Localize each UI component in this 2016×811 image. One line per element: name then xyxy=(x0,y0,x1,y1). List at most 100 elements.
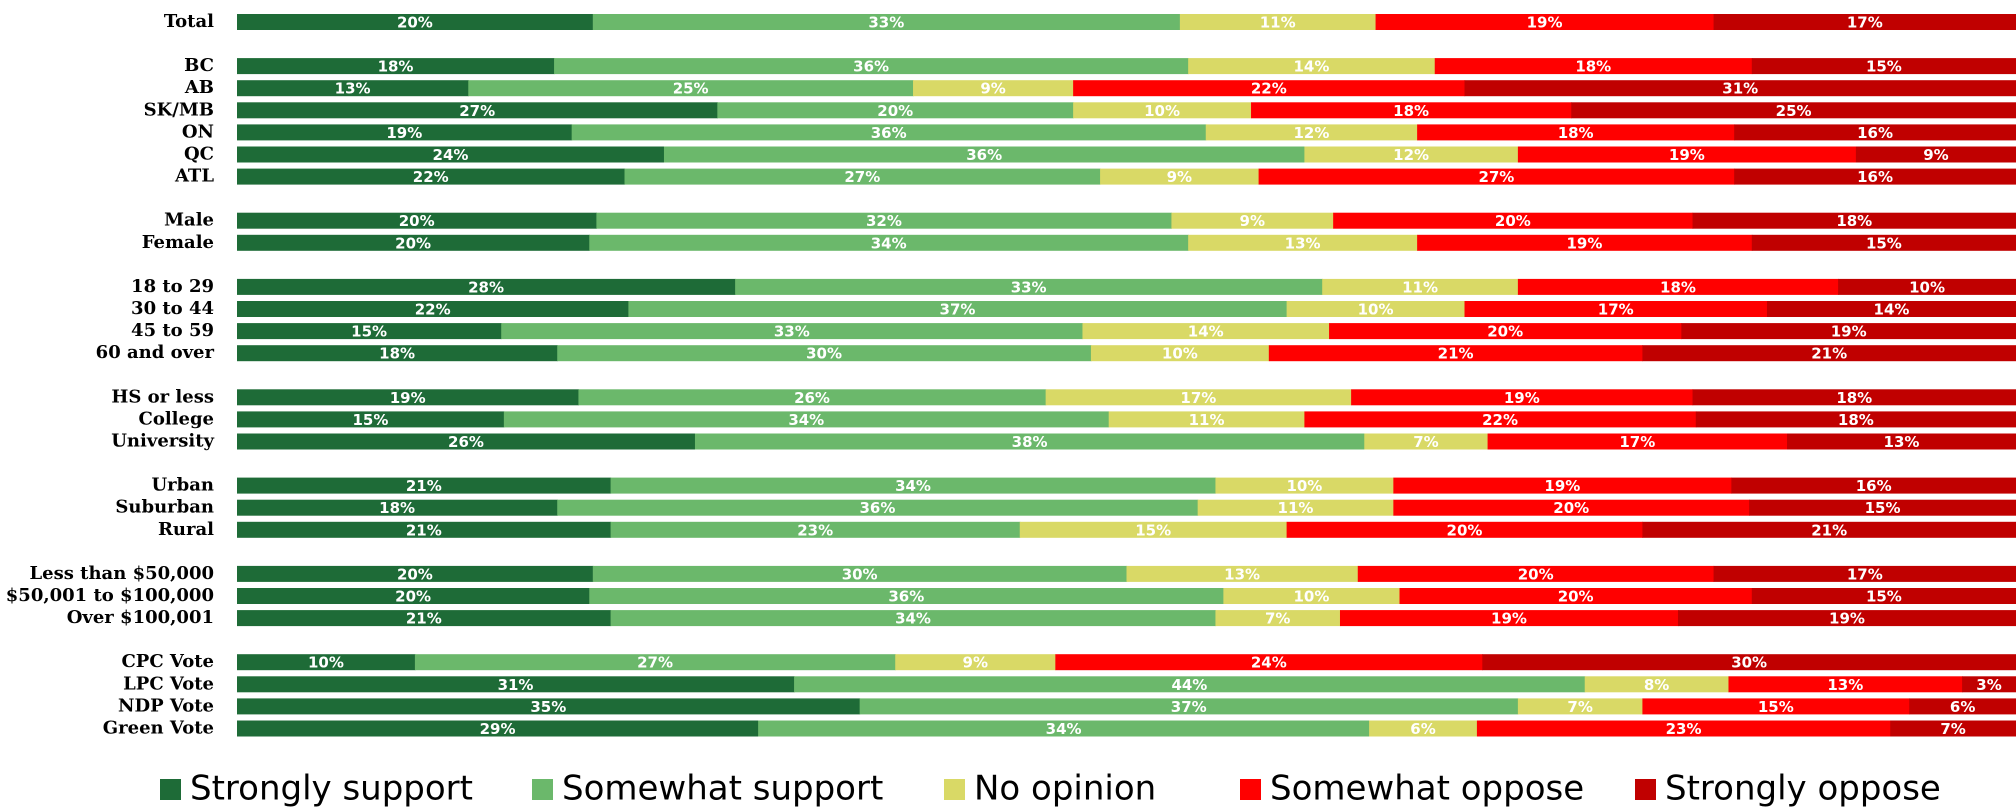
bar-segment-college-somewhat-oppose xyxy=(1304,411,1697,428)
data-label-atl-strongly-oppose: 16% xyxy=(1857,168,1893,186)
data-label-total-somewhat-support: 33% xyxy=(868,14,904,32)
data-label-30-to-44-somewhat-oppose: 17% xyxy=(1598,301,1634,319)
bar-segment-sk-mb-no-opinion xyxy=(1073,102,1252,119)
bar-segment-18-to-29-somewhat-support xyxy=(735,278,1323,295)
data-label-less-than-50-000-somewhat-oppose: 20% xyxy=(1518,565,1554,583)
legend-item-strongly-oppose: Strongly oppose xyxy=(1635,769,1941,809)
bar-segment-male-somewhat-support xyxy=(596,212,1173,229)
segment-labels-layer: 20% 33% 11% 19% 17% 18% 36% 14% 18% 15% 13% 25% 9% 22… xyxy=(308,14,2002,739)
data-label-45-to-59-strongly-oppose: 19% xyxy=(1831,323,1867,341)
bar-segment-ndp-vote-somewhat-support xyxy=(859,698,1519,715)
data-label-rural-strongly-oppose: 21% xyxy=(1811,521,1847,539)
bar-segment-cpc-vote-no-opinion xyxy=(895,654,1056,671)
data-label-female-strongly-oppose: 15% xyxy=(1866,234,1902,252)
row-label-urban: Urban xyxy=(151,475,214,496)
bar-segment-male-strongly-oppose xyxy=(1692,212,2016,229)
row-label-less-than-50-000: Less than $50,000 xyxy=(30,563,214,584)
bar-segment-urban-somewhat-support xyxy=(610,477,1217,494)
bar-segment-suburban-no-opinion xyxy=(1197,499,1394,516)
bar-segment-on-strongly-support xyxy=(237,124,573,141)
bar-segment-45-to-59-strongly-oppose xyxy=(1681,323,2016,340)
data-label-on-strongly-support: 19% xyxy=(386,124,422,142)
bar-segment-university-strongly-oppose xyxy=(1787,433,2016,450)
bar-segment-ndp-vote-strongly-support xyxy=(237,698,861,715)
data-label-30-to-44-no-opinion: 10% xyxy=(1358,301,1394,319)
data-label-bc-strongly-support: 18% xyxy=(378,58,414,76)
bar-segment-qc-strongly-oppose xyxy=(1855,146,2016,163)
bar-segment-college-somewhat-support xyxy=(503,411,1110,428)
data-label-18-to-29-strongly-support: 28% xyxy=(468,278,504,296)
legend-swatch-no-opinion xyxy=(944,779,965,800)
data-label-ndp-vote-somewhat-oppose: 15% xyxy=(1758,698,1794,716)
bar-segment-45-to-59-somewhat-support xyxy=(501,323,1084,340)
data-label-bc-somewhat-support: 36% xyxy=(853,58,889,76)
data-label-green-vote-no-opinion: 6% xyxy=(1410,720,1435,738)
bar-segment-college-strongly-support xyxy=(237,411,505,428)
bar-segment-female-strongly-support xyxy=(237,234,590,251)
bar-segment-30-to-44-somewhat-oppose xyxy=(1464,301,1768,317)
bar-segment-bc-strongly-support xyxy=(237,58,555,75)
bar-segment-atl-strongly-oppose xyxy=(1734,168,2016,185)
data-label-50-001-to-100-000-strongly-support: 20% xyxy=(395,588,431,606)
data-label-ab-strongly-oppose: 31% xyxy=(1722,80,1758,98)
row-label-qc: QC xyxy=(184,144,214,165)
data-label-rural-somewhat-support: 23% xyxy=(797,521,833,539)
data-label-qc-no-opinion: 12% xyxy=(1393,146,1429,164)
bar-segment-cpc-vote-strongly-support xyxy=(237,654,416,671)
data-label-hs-or-less-strongly-oppose: 18% xyxy=(1836,389,1872,407)
bar-segment-lpc-vote-somewhat-support xyxy=(794,676,1586,693)
data-label-urban-somewhat-oppose: 19% xyxy=(1544,477,1580,495)
data-label-45-to-59-somewhat-oppose: 20% xyxy=(1487,323,1523,341)
bar-segment-atl-somewhat-oppose xyxy=(1258,168,1735,185)
data-label-urban-strongly-oppose: 16% xyxy=(1856,477,1892,495)
data-label-sk-mb-no-opinion: 10% xyxy=(1144,102,1180,120)
data-label-60-and-over-strongly-oppose: 21% xyxy=(1811,345,1847,363)
data-label-hs-or-less-no-opinion: 17% xyxy=(1180,389,1216,407)
data-label-lpc-vote-somewhat-support: 44% xyxy=(1171,676,1207,694)
bar-segment-total-strongly-oppose xyxy=(1713,14,2016,30)
data-label-less-than-50-000-strongly-support: 20% xyxy=(397,565,433,583)
bar-segment-45-to-59-no-opinion xyxy=(1082,323,1330,340)
data-label-ab-somewhat-support: 25% xyxy=(673,80,709,98)
data-label-qc-strongly-oppose: 9% xyxy=(1923,146,1948,164)
bar-segment-atl-strongly-support xyxy=(237,168,626,185)
data-label-ndp-vote-strongly-support: 35% xyxy=(530,698,566,716)
data-label-18-to-29-strongly-oppose: 10% xyxy=(1909,278,1945,296)
legend: Strongly support Somewhat support No opini… xyxy=(160,769,1941,809)
bar-segment-lpc-vote-somewhat-oppose xyxy=(1728,676,1963,693)
bar-segment-urban-strongly-oppose xyxy=(1731,477,2016,494)
bar-segment-ndp-vote-no-opinion xyxy=(1517,698,1644,715)
legend-item-no-opinion: No opinion xyxy=(944,769,1156,809)
row-label-over-100-001: Over $100,001 xyxy=(67,607,214,628)
bar-segment-bc-strongly-oppose xyxy=(1751,58,2016,75)
bar-segment-sk-mb-somewhat-support xyxy=(717,102,1074,119)
data-label-sk-mb-somewhat-support: 20% xyxy=(877,102,913,120)
data-label-over-100-001-strongly-oppose: 19% xyxy=(1829,610,1865,628)
bar-segment-hs-or-less-somewhat-support xyxy=(578,389,1047,406)
data-label-college-strongly-support: 15% xyxy=(352,411,388,429)
bar-segment-bc-somewhat-support xyxy=(554,58,1189,75)
data-label-qc-strongly-support: 24% xyxy=(433,146,469,164)
data-label-atl-no-opinion: 9% xyxy=(1167,168,1192,186)
bar-segment-over-100-001-strongly-oppose xyxy=(1677,610,2016,627)
bar-segment-qc-somewhat-oppose xyxy=(1517,146,1857,163)
bar-segment-university-somewhat-oppose xyxy=(1487,433,1788,450)
data-label-urban-somewhat-support: 34% xyxy=(895,477,931,495)
data-label-45-to-59-no-opinion: 14% xyxy=(1188,323,1224,341)
data-label-ab-no-opinion: 9% xyxy=(980,80,1005,98)
bar-segment-hs-or-less-no-opinion xyxy=(1045,389,1352,406)
data-label-ndp-vote-no-opinion: 7% xyxy=(1567,698,1592,716)
data-label-18-to-29-no-opinion: 11% xyxy=(1402,278,1438,296)
data-label-45-to-59-strongly-support: 15% xyxy=(351,323,387,341)
data-label-cpc-vote-somewhat-support: 27% xyxy=(637,654,673,672)
bars-layer xyxy=(237,14,2016,737)
legend-label-strongly-oppose: Strongly oppose xyxy=(1665,769,1941,809)
data-label-60-and-over-no-opinion: 10% xyxy=(1162,345,1198,363)
data-label-45-to-59-somewhat-support: 33% xyxy=(774,323,810,341)
bar-segment-over-100-001-somewhat-oppose xyxy=(1339,610,1679,627)
data-label-cpc-vote-no-opinion: 9% xyxy=(963,654,988,672)
row-label-18-to-29: 18 to 29 xyxy=(131,276,214,297)
data-label-college-somewhat-support: 34% xyxy=(788,411,824,429)
data-label-less-than-50-000-strongly-oppose: 17% xyxy=(1847,565,1883,583)
bar-segment-ab-somewhat-support xyxy=(468,80,914,97)
